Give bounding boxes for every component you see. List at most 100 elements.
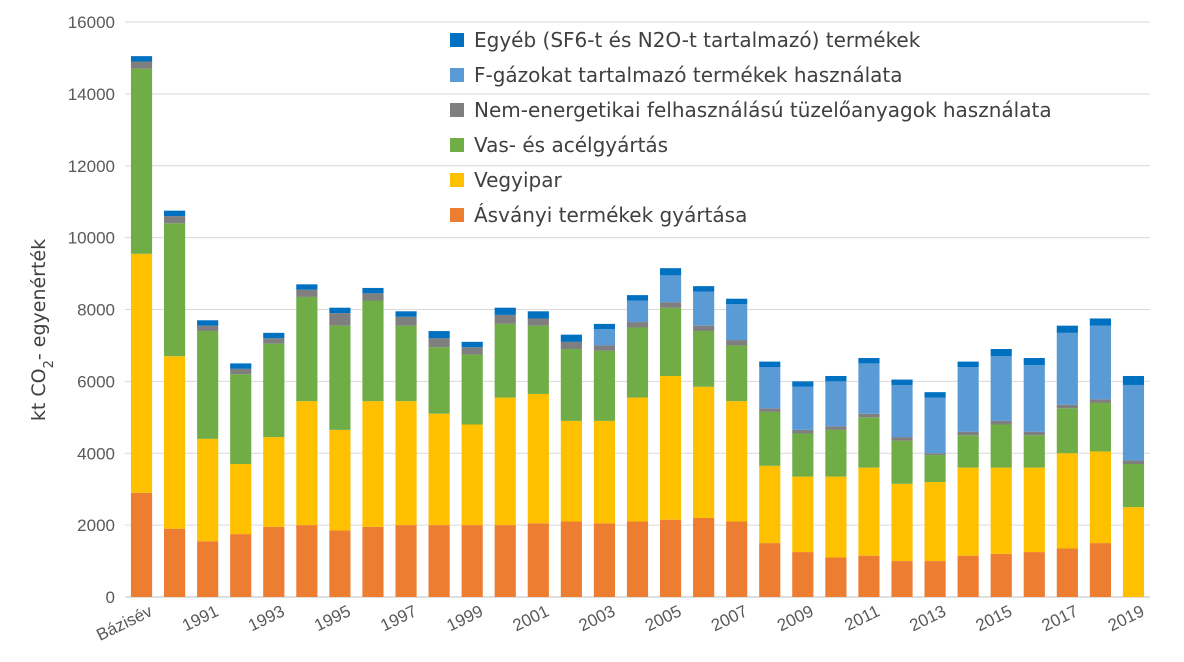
bar-segment-6 — [362, 287, 384, 294]
bar-segment-1 — [329, 530, 351, 597]
bar-segment-6 — [428, 331, 450, 339]
bar-segment-3 — [891, 440, 913, 484]
bar-segment-5 — [891, 384, 913, 438]
bar-segment-5 — [1122, 384, 1145, 461]
bar-segment-5 — [659, 275, 682, 303]
legend-label: Ásványi termékek gyártása — [474, 203, 747, 227]
bar-segment-2 — [130, 253, 153, 493]
bar-segment-3 — [494, 323, 516, 398]
bar-segment-2 — [428, 413, 450, 526]
bar-segment-2 — [593, 420, 616, 524]
bar-segment-2 — [230, 464, 252, 535]
bar-segment-6 — [626, 295, 649, 301]
bar-segment-6 — [197, 320, 219, 326]
y-tick-label: 10000 — [68, 229, 115, 248]
bar-segment-3 — [626, 327, 649, 398]
bar-segment-5 — [957, 367, 979, 432]
bar-segment-4 — [1089, 399, 1111, 403]
y-tick-label: 0 — [106, 588, 115, 607]
bar-segment-1 — [759, 543, 781, 597]
bar-segment-3 — [659, 307, 682, 376]
bar-segment-1 — [924, 561, 946, 597]
bar-segment-2 — [659, 375, 682, 520]
bar-segment-4 — [1122, 460, 1145, 465]
bar-segment-3 — [990, 424, 1012, 468]
legend-swatch — [450, 33, 464, 47]
bar-segment-3 — [924, 455, 946, 482]
x-tick-label: 2009 — [774, 602, 816, 636]
y-tick-label: 4000 — [77, 444, 115, 463]
bar-segment-2 — [858, 467, 880, 556]
bar-segment-1 — [164, 528, 186, 597]
bar-segment-4 — [659, 302, 682, 308]
bar-segment-2 — [461, 424, 483, 526]
bar-segment-6 — [792, 381, 814, 387]
bar-segment-4 — [329, 313, 351, 326]
bar-segment-1 — [825, 557, 847, 597]
bar-segment-3 — [1089, 402, 1111, 452]
bar-segment-6 — [494, 307, 516, 315]
bar-segment-2 — [560, 420, 582, 522]
bar-segment-4 — [461, 347, 483, 355]
bar-segment-4 — [428, 338, 450, 348]
bar-segment-1 — [428, 525, 450, 598]
bar-segment-6 — [924, 392, 946, 398]
bar-segment-1 — [494, 525, 516, 598]
bar-segment-5 — [593, 329, 616, 346]
bar-segment-6 — [693, 286, 715, 292]
bar-segment-3 — [329, 325, 351, 430]
x-tick-label: 1999 — [444, 602, 486, 636]
y-tick-label: 16000 — [68, 13, 115, 32]
bar-segment-4 — [726, 340, 748, 346]
bar-segment-5 — [759, 367, 781, 409]
bar-segment-3 — [1122, 464, 1145, 508]
x-tick-label: 2011 — [842, 602, 883, 635]
bar-segment-6 — [1089, 318, 1111, 326]
y-tick-label: 12000 — [68, 157, 115, 176]
bar-segment-4 — [527, 318, 549, 326]
bar-segment-2 — [527, 393, 549, 524]
y-tick-labels: 0 2000 4000 6000 8000 10000 12000 14000 16000 — [68, 13, 115, 607]
bar-segment-4 — [560, 341, 582, 350]
bar-segment-6 — [130, 56, 153, 62]
bar-segment-6 — [726, 298, 748, 305]
bar-segment-2 — [494, 397, 516, 526]
bar-segment-4 — [626, 322, 649, 328]
bar-segment-4 — [362, 293, 384, 301]
legend-label: F-gázokat tartalmazó termékek használata — [474, 63, 903, 87]
bar-segment-1 — [659, 519, 682, 597]
bar-segment-4 — [759, 408, 781, 412]
bar-segment-1 — [593, 523, 616, 597]
bar-segment-5 — [1056, 332, 1078, 405]
bar-segment-4 — [891, 437, 913, 441]
x-tick-label: 2019 — [1105, 602, 1147, 636]
bar-segment-6 — [891, 379, 913, 385]
bar-segment-3 — [957, 435, 979, 468]
bar-segment-4 — [792, 429, 814, 434]
bar-segment-4 — [924, 453, 946, 456]
bar-segment-6 — [461, 341, 483, 348]
bar-segment-1 — [395, 525, 417, 598]
legend-swatch — [450, 68, 464, 82]
bar-segment-1 — [891, 561, 913, 597]
bar-segment-3 — [527, 325, 549, 394]
bar-segment-4 — [395, 316, 417, 326]
bar-segment-2 — [792, 476, 814, 553]
y-tick-label: 14000 — [68, 85, 115, 104]
legend-label: Vas- és acélgyártás — [474, 133, 668, 157]
bar-segment-2 — [891, 483, 913, 562]
bar-segment-3 — [164, 223, 186, 357]
bar-segment-2 — [362, 401, 384, 527]
legend-label: Egyéb (SF6-t és N2O-t tartalmazó) termék… — [474, 28, 921, 52]
bar-segment-3 — [858, 417, 880, 468]
bar-segment-3 — [362, 300, 384, 402]
bar-segment-5 — [1089, 325, 1111, 400]
bar-segment-4 — [825, 426, 847, 430]
bar-segment-5 — [626, 300, 649, 323]
bar-segment-3 — [693, 331, 715, 387]
bar-segment-3 — [825, 429, 847, 477]
x-tick-label: 1993 — [245, 602, 287, 636]
bar-segment-6 — [957, 361, 979, 367]
y-tick-label: 8000 — [77, 301, 115, 320]
